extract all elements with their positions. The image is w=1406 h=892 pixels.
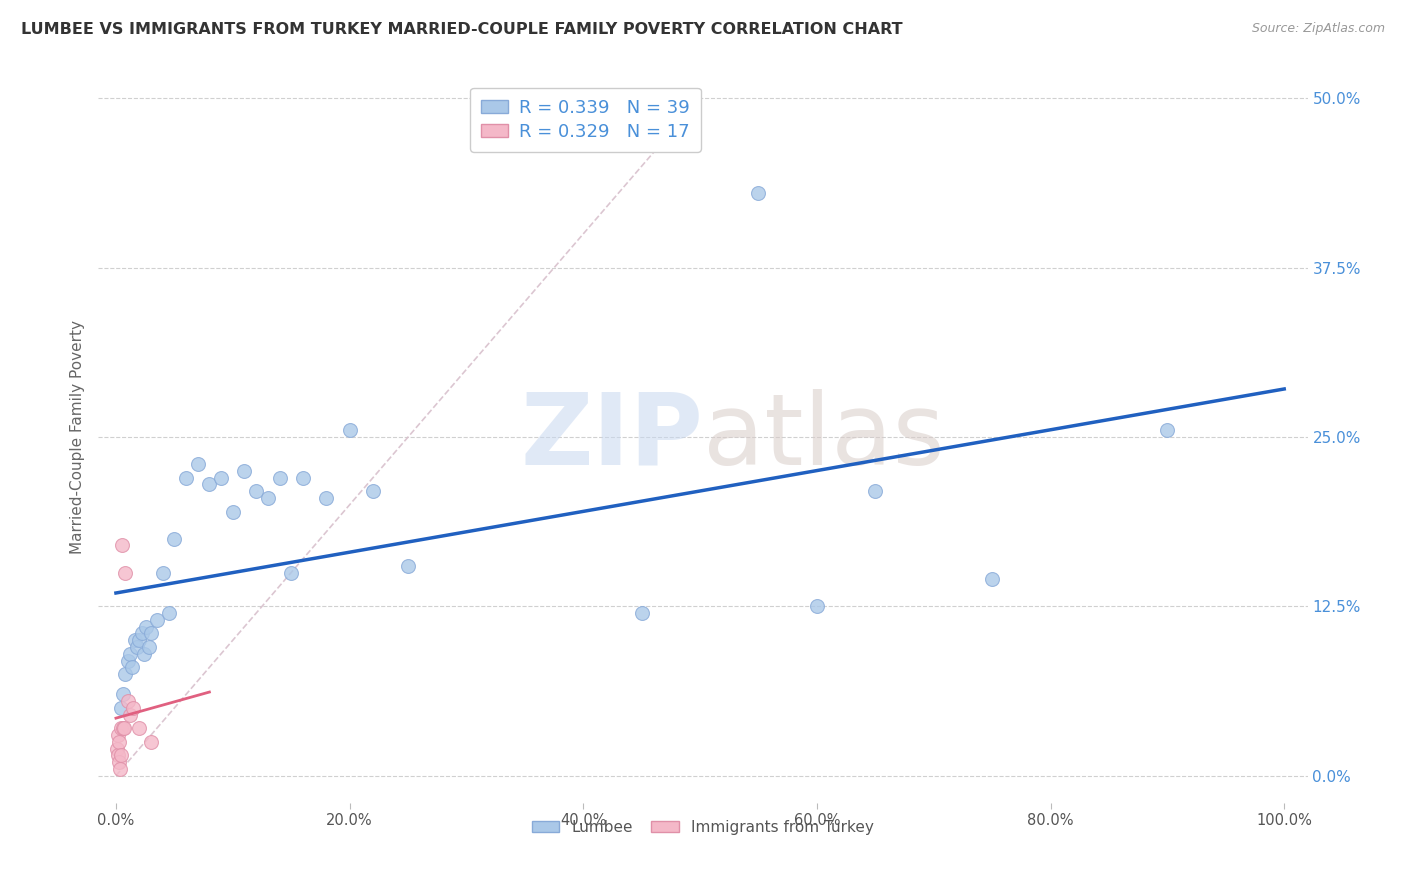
Point <box>865 484 887 499</box>
Point <box>291 471 314 485</box>
Text: LUMBEE VS IMMIGRANTS FROM TURKEY MARRIED-COUPLE FAMILY POVERTY CORRELATION CHART: LUMBEE VS IMMIGRANTS FROM TURKEY MARRIED… <box>21 22 903 37</box>
Point <box>157 606 180 620</box>
Point <box>111 721 134 735</box>
Point <box>245 484 267 499</box>
Point <box>112 721 135 735</box>
Point <box>111 688 134 702</box>
Point <box>118 707 141 722</box>
Point <box>111 538 134 552</box>
Point <box>114 667 136 681</box>
Point <box>396 558 419 573</box>
Point <box>110 748 132 763</box>
Text: atlas: atlas <box>703 389 945 485</box>
Point <box>124 633 146 648</box>
Point <box>806 599 828 614</box>
Point <box>107 748 129 763</box>
Point <box>339 423 361 437</box>
Point <box>105 741 128 756</box>
Point <box>1156 423 1178 437</box>
Point <box>117 694 139 708</box>
Point <box>122 701 145 715</box>
Point <box>128 633 150 648</box>
Point <box>135 620 157 634</box>
Point <box>209 471 232 485</box>
Point <box>269 471 291 485</box>
Point <box>139 735 162 749</box>
Point <box>118 647 141 661</box>
Point <box>110 721 132 735</box>
Point <box>128 721 150 735</box>
Point <box>108 762 131 776</box>
Point <box>315 491 337 505</box>
Point <box>108 755 131 769</box>
Point <box>198 477 221 491</box>
Point <box>361 484 384 499</box>
Point <box>630 606 652 620</box>
Point <box>108 735 131 749</box>
Point <box>131 626 153 640</box>
Point <box>174 471 197 485</box>
Point <box>163 532 186 546</box>
Point <box>138 640 160 654</box>
Point <box>146 613 169 627</box>
Point <box>747 186 769 201</box>
Point <box>114 566 136 580</box>
Point <box>280 566 302 580</box>
Point <box>117 654 139 668</box>
Text: Source: ZipAtlas.com: Source: ZipAtlas.com <box>1251 22 1385 36</box>
Point <box>256 491 278 505</box>
Point <box>233 464 256 478</box>
Point <box>132 647 155 661</box>
Point <box>121 660 143 674</box>
Point <box>152 566 174 580</box>
Text: ZIP: ZIP <box>520 389 703 485</box>
Point <box>110 701 132 715</box>
Legend: Lumbee, Immigrants from Turkey: Lumbee, Immigrants from Turkey <box>524 813 882 843</box>
Point <box>981 572 1004 586</box>
Y-axis label: Married-Couple Family Poverty: Married-Couple Family Poverty <box>70 320 86 554</box>
Point <box>125 640 148 654</box>
Point <box>139 626 162 640</box>
Point <box>107 728 129 742</box>
Point <box>187 457 209 471</box>
Point <box>222 505 245 519</box>
